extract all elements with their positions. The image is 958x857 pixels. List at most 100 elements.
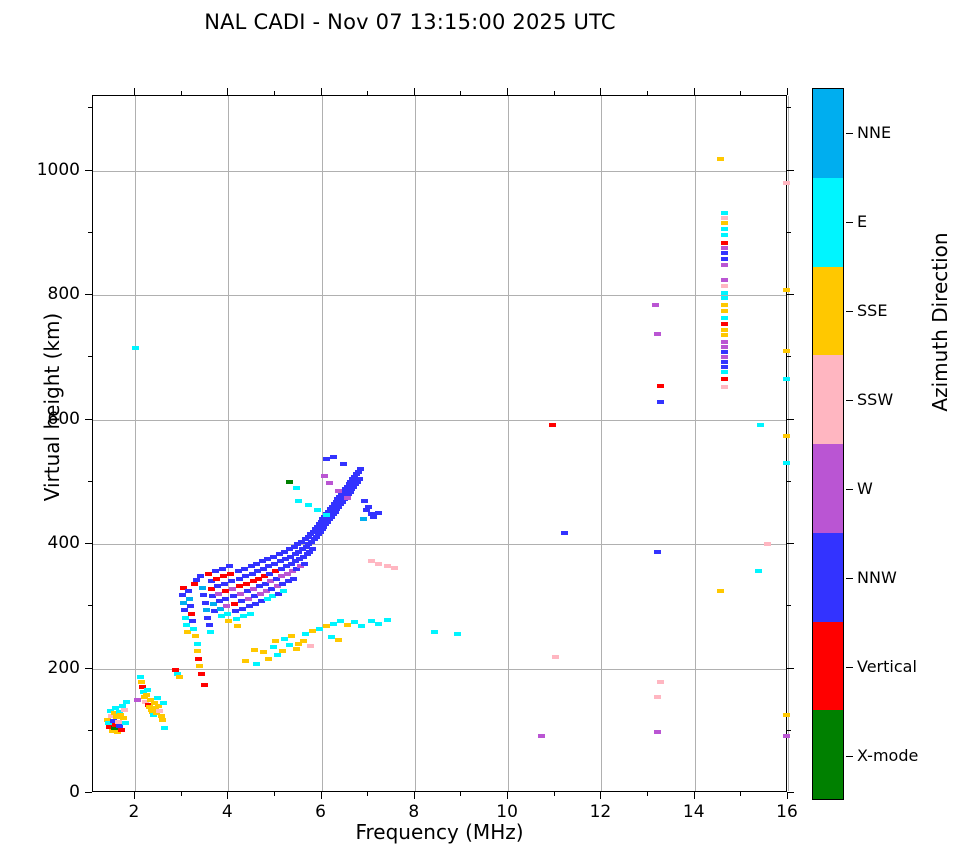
azimuth-colorbar[interactable] [812,88,844,800]
x-tick-8 [413,792,415,799]
data-point [320,524,328,529]
data-point [122,700,130,705]
colorbar-label-sse: SSE [857,300,888,320]
data-point [356,467,364,472]
colorbar-band-e[interactable] [813,177,843,267]
x-tick-label-10: 10 [496,802,518,822]
data-point [269,645,277,650]
data-point [253,661,261,666]
data-point [289,576,297,581]
data-point [257,599,265,604]
data-point [243,589,251,594]
data-point [256,591,264,596]
data-point [339,462,347,467]
x-tick-5 [273,792,275,796]
colorbar-band-vertical[interactable] [813,621,843,711]
data-point [656,680,664,685]
data-point [218,566,226,571]
data-point [268,586,276,591]
data-point [261,581,269,586]
data-point [383,617,391,622]
data-point [654,331,662,336]
data-point [160,726,168,731]
data-point [369,514,377,519]
data-point [106,725,114,730]
x-tick-label-4: 4 [221,802,233,822]
y-tick-900 [88,231,92,233]
data-point [250,647,258,652]
data-point [720,376,728,381]
colorbar-label-nnw: NNW [857,567,897,587]
data-point [292,559,300,564]
data-point [245,604,253,609]
data-point [254,569,262,574]
data-point [282,557,290,561]
data-point [360,498,368,503]
y-tick-right-300 [787,605,791,607]
data-point [277,566,285,571]
data-point [285,642,293,647]
data-point [327,514,335,519]
data-point [720,284,728,289]
data-point [219,574,227,579]
x-tick-label-14: 14 [682,802,705,822]
data-point [144,687,152,692]
data-point [764,542,771,547]
data-point [147,707,155,712]
y-tick-right-1100 [787,107,791,109]
data-point [720,227,728,232]
data-point [367,559,375,564]
data-point [114,730,122,734]
data-point [281,549,289,554]
data-point [720,340,728,345]
data-point [255,576,263,581]
colorbar-band-ssw[interactable] [813,355,843,444]
data-point [288,634,296,639]
y-tick-700 [88,356,92,358]
data-point [226,564,234,569]
data-point [183,622,191,627]
data-point [137,680,145,685]
y-tick-300 [88,605,92,607]
data-point [308,539,316,544]
data-point [319,517,327,522]
ionogram-plot-area[interactable] [92,95,790,792]
data-point [328,504,336,509]
data-point [453,631,461,636]
data-point [241,566,249,571]
data-point [229,586,236,591]
colorbar-band-w[interactable] [813,444,843,533]
data-point [188,619,196,624]
data-point [225,619,233,624]
data-point [237,591,245,596]
data-point [717,157,725,162]
data-point [330,621,338,626]
colorbar-tick-ssw [846,399,853,402]
data-point [338,492,346,497]
colorbar-band-sse[interactable] [813,266,843,356]
y-tick-label-800: 800 [47,284,80,305]
colorbar-tick-sse [846,310,853,313]
colorbar-band-nne[interactable] [813,89,843,178]
data-point [309,629,317,634]
colorbar-tick-nnw [846,577,853,580]
data-point [260,650,268,655]
colorbar-tick-vertical [846,666,853,669]
data-point [241,659,249,664]
x-tick-label-6: 6 [315,802,326,822]
data-point [106,708,114,713]
colorbar-band-x-mode[interactable] [813,710,843,799]
data-point [312,534,320,539]
data-point [334,497,342,502]
data-point [324,519,332,524]
data-point [720,210,728,215]
data-point [334,637,342,642]
data-point [291,552,299,557]
x-tick-top-5 [273,91,275,95]
data-point [307,532,315,537]
x-tick-top-9 [460,91,462,95]
colorbar-band-nnw[interactable] [813,532,843,622]
data-point [339,499,347,504]
data-point [323,513,331,518]
data-point [110,711,118,716]
